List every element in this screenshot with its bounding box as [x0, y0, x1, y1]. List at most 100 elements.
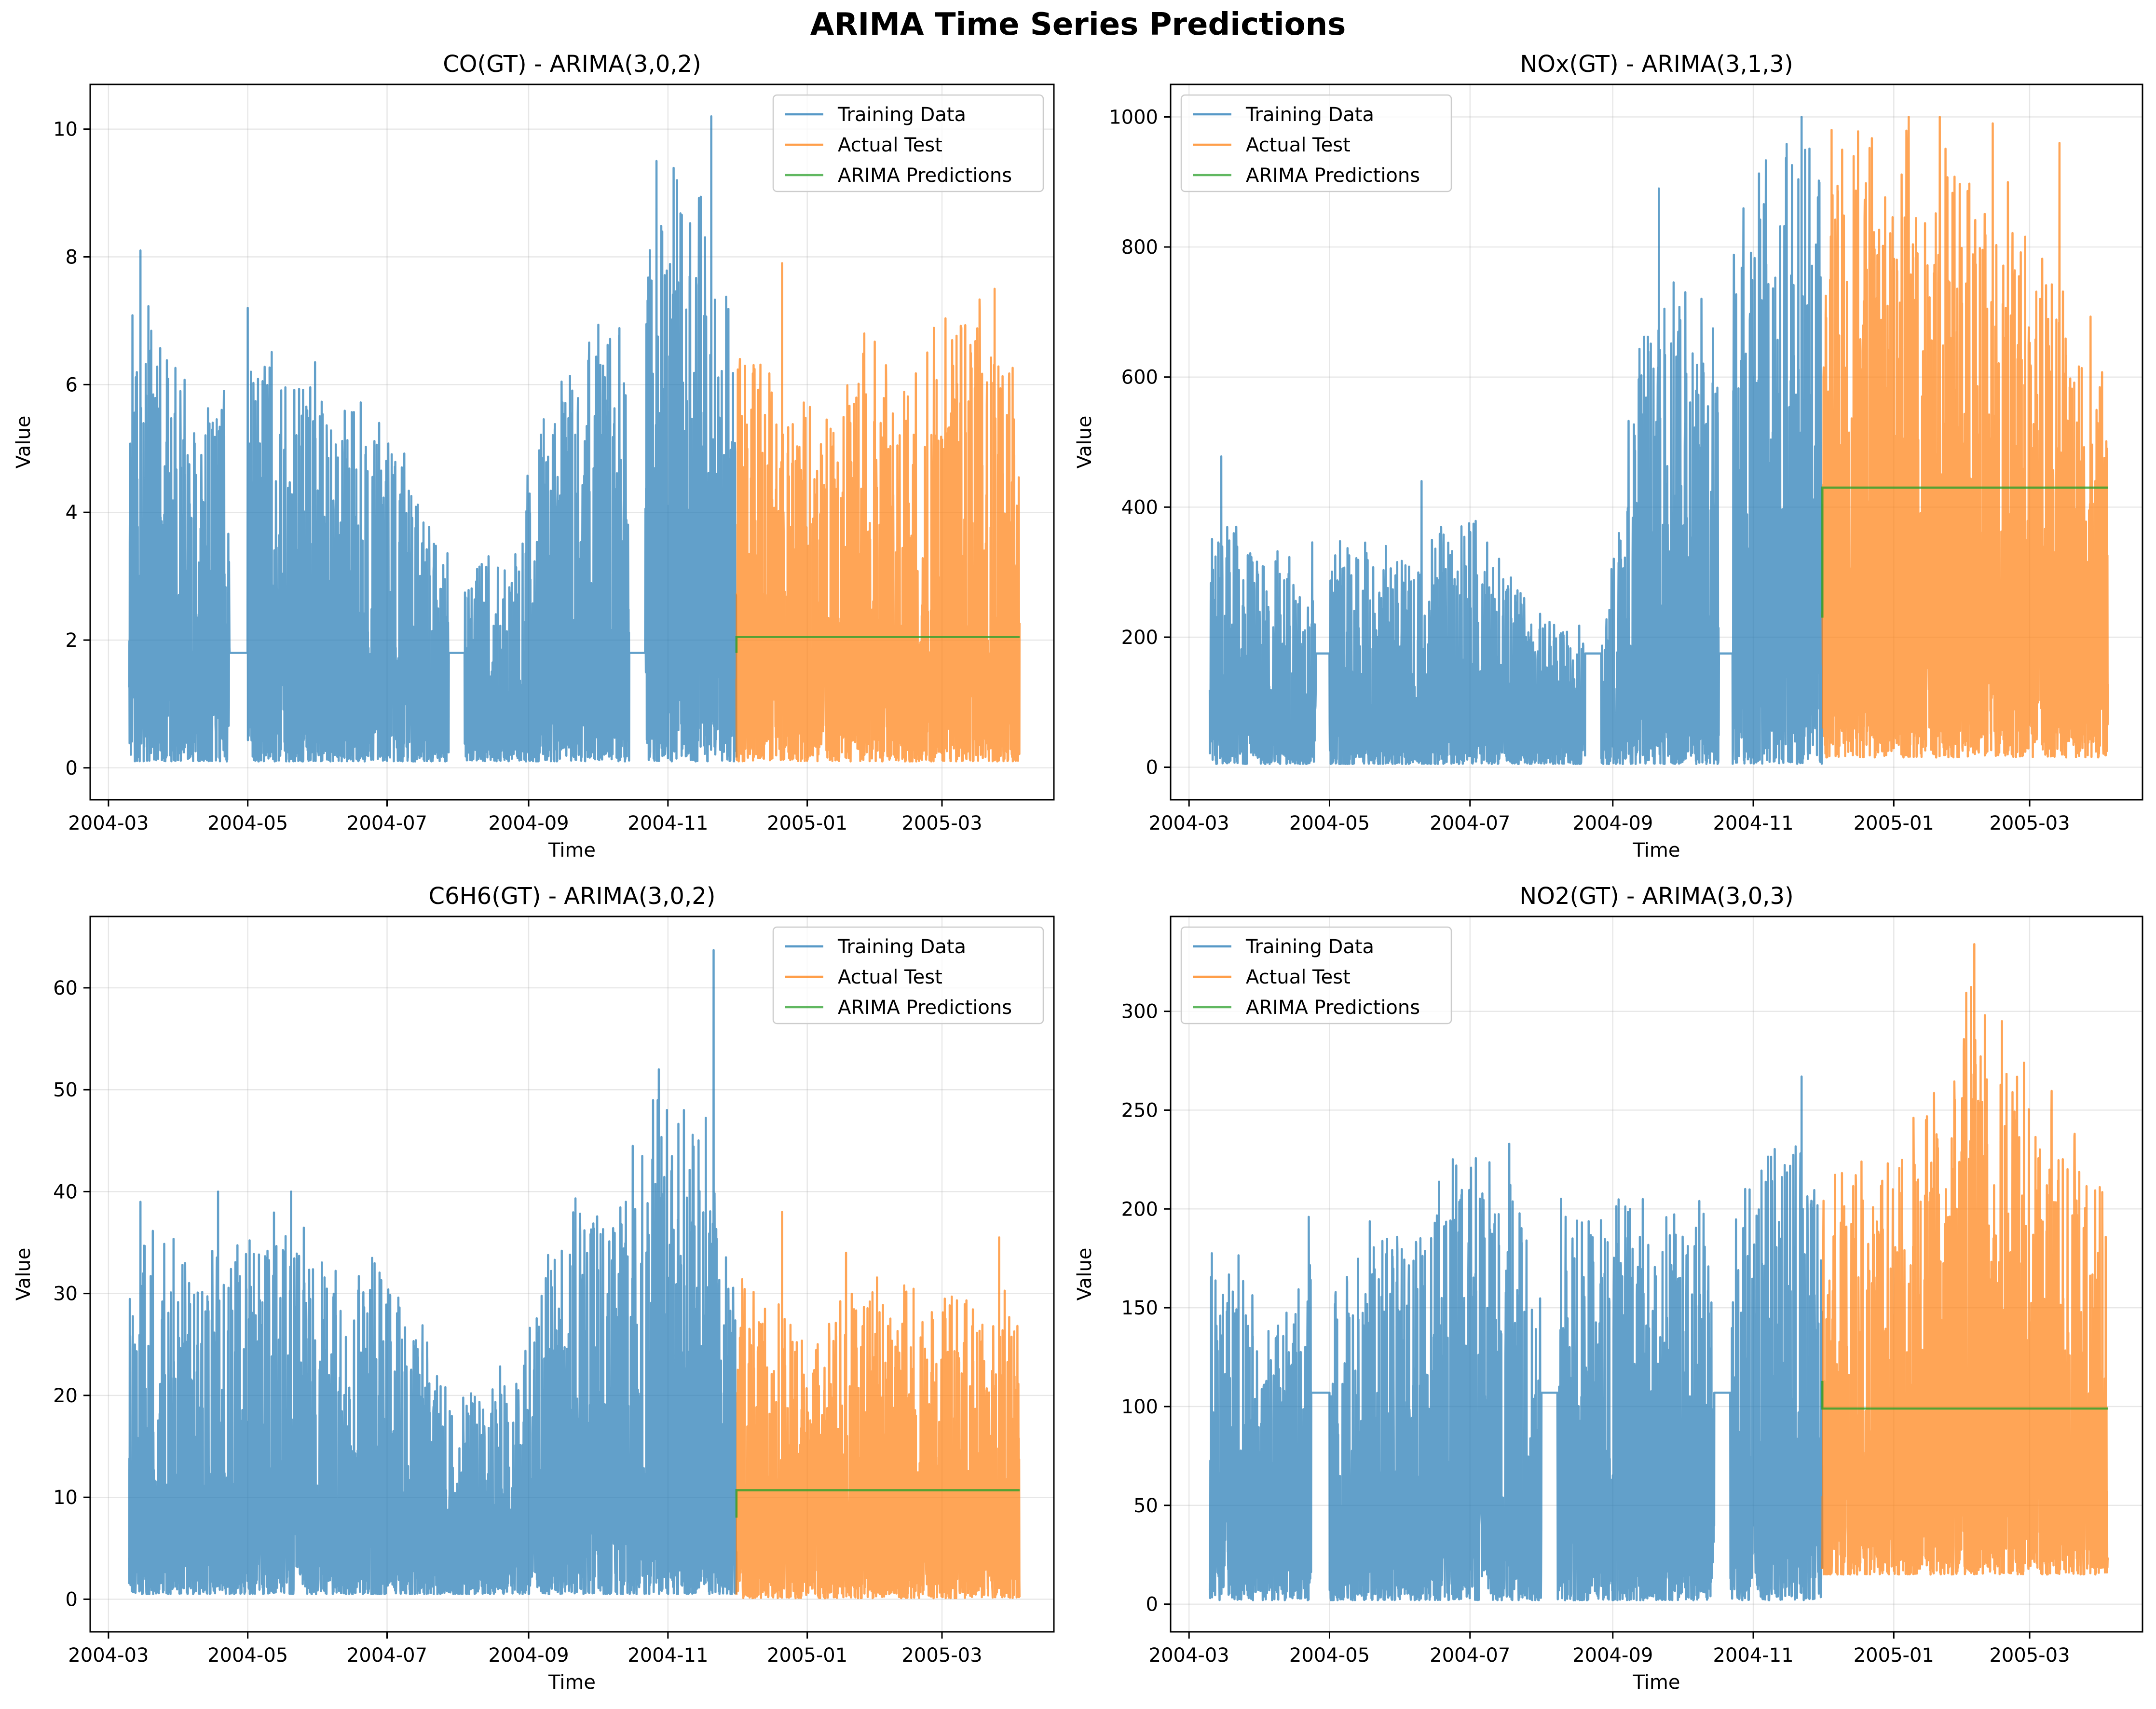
axes-frame [1170, 83, 2143, 801]
legend-training-data: Training Data [1245, 936, 1374, 958]
y-tick-label: 8 [66, 246, 78, 269]
x-tick-label: 2004-11 [1713, 1644, 1793, 1667]
subplot-title: CO(GT) - ARIMA(3,0,2) [443, 51, 701, 78]
legend-box [1180, 94, 1452, 192]
x-axis-label: Time [548, 1671, 596, 1694]
x-tick-label: 2004-03 [68, 1644, 149, 1667]
plot-area [128, 115, 1021, 763]
series-training-data [128, 949, 738, 1596]
legend: Training Data Actual Test ARIMA Prediction… [1180, 926, 1452, 1025]
plot-area [128, 949, 1021, 1600]
y-axis-label: Value [1074, 416, 1096, 469]
x-tick-label: 2004-11 [1713, 812, 1793, 834]
y-axis-label: Value [1074, 1248, 1096, 1301]
x-tick-label: 2004-07 [1430, 1644, 1510, 1667]
y-tick-label: 0 [1146, 757, 1158, 779]
y-tick-label: 10 [53, 1487, 78, 1509]
x-tick-label: 2004-09 [488, 1644, 569, 1667]
series-training-data [1208, 1075, 1824, 1601]
subplot-title: NO2(GT) - ARIMA(3,0,3) [1519, 883, 1794, 910]
y-tick-label: 50 [53, 1079, 78, 1101]
legend-box [772, 94, 1044, 192]
x-tick-label: 2004-05 [1289, 1644, 1370, 1667]
x-tick-label: 2005-03 [901, 812, 982, 834]
legend-box [1180, 926, 1452, 1025]
legend-actual-test: Actual Test [838, 966, 942, 988]
y-tick-label: 200 [1121, 1198, 1158, 1220]
y-tick-label: 800 [1121, 236, 1158, 259]
y-tick-label: 1000 [1109, 106, 1158, 128]
legend-arima-predictions: ARIMA Predictions [1246, 997, 1420, 1019]
series-actual-test [735, 262, 1021, 763]
series-arima-predictions [735, 1489, 1020, 1518]
legend-arima-predictions: ARIMA Predictions [838, 164, 1012, 187]
legend: Training Data Actual Test ARIMA Prediction… [1180, 94, 1452, 192]
y-tick-label: 4 [66, 502, 78, 524]
y-tick-label: 0 [1146, 1594, 1158, 1616]
y-tick-label: 150 [1121, 1297, 1158, 1319]
x-tick-label: 2004-11 [628, 812, 708, 834]
series-actual-test [1821, 943, 2109, 1576]
series-arima-predictions [735, 636, 1020, 653]
series-arima-predictions [1821, 1381, 2108, 1410]
legend: Training Data Actual Test ARIMA Prediction… [772, 94, 1044, 192]
legend-training-data: Training Data [837, 104, 966, 126]
plot-area [1208, 943, 2109, 1601]
y-tick-label: 250 [1121, 1099, 1158, 1121]
y-tick-label: 20 [53, 1385, 78, 1407]
series-actual-test [735, 1211, 1021, 1600]
legend-actual-test: Actual Test [838, 134, 942, 156]
y-tick-label: 400 [1121, 496, 1158, 519]
x-tick-label: 2004-09 [1572, 1644, 1653, 1667]
y-tick-label: 300 [1121, 1001, 1158, 1023]
x-tick-label: 2004-11 [628, 1644, 708, 1667]
x-tick-label: 2005-01 [767, 812, 847, 834]
y-tick-label: 200 [1121, 627, 1158, 649]
y-tick-label: 100 [1121, 1396, 1158, 1418]
x-tick-label: 2005-03 [1989, 1644, 2070, 1667]
legend-training-data: Training Data [837, 936, 966, 958]
y-tick-label: 10 [53, 119, 78, 141]
y-tick-label: 0 [66, 757, 78, 779]
plot-area [1208, 116, 2109, 766]
y-tick-label: 2 [66, 629, 78, 652]
legend-actual-test: Actual Test [1246, 134, 1351, 156]
series-actual-test [1821, 116, 2109, 759]
axes-frame [89, 916, 1055, 1633]
legend: Training Data Actual Test ARIMA Prediction… [772, 926, 1044, 1025]
figure-title: ARIMA Time Series Predictions [810, 7, 1346, 42]
y-tick-label: 50 [1133, 1495, 1158, 1517]
x-axis-label: Time [548, 839, 596, 861]
subplot-2: 2004-03 2004-05 2004-07 2004-09 2004-11 2005-… [1074, 51, 2143, 861]
x-tick-label: 2005-03 [901, 1644, 982, 1667]
series-training-data [128, 115, 738, 763]
x-axis-label: Time [1633, 1671, 1680, 1694]
subplot-title: C6H6(GT) - ARIMA(3,0,2) [429, 883, 716, 910]
x-tick-label: 2004-07 [347, 812, 427, 834]
x-tick-label: 2005-01 [1854, 812, 1934, 834]
x-tick-label: 2004-05 [207, 812, 288, 834]
series-arima-predictions [1821, 486, 2108, 618]
y-tick-label: 6 [66, 374, 78, 396]
y-axis-label: Value [13, 1248, 35, 1301]
x-tick-label: 2005-03 [1989, 812, 2070, 834]
x-tick-label: 2004-03 [1149, 812, 1229, 834]
y-tick-label: 30 [53, 1283, 78, 1305]
x-tick-label: 2004-03 [68, 812, 149, 834]
legend-training-data: Training Data [1245, 104, 1374, 126]
x-tick-label: 2005-01 [767, 1644, 847, 1667]
x-tick-label: 2004-07 [1430, 812, 1510, 834]
y-tick-label: 40 [53, 1181, 78, 1203]
x-axis-label: Time [1633, 839, 1680, 861]
subplot-1: 2004-03 2004-05 2004-07 2004-09 2004-11 2005-… [13, 51, 1055, 861]
x-tick-label: 2004-09 [1572, 812, 1653, 834]
y-tick-label: 60 [53, 977, 78, 999]
x-tick-label: 2004-05 [207, 1644, 288, 1667]
legend-arima-predictions: ARIMA Predictions [1246, 164, 1420, 187]
x-tick-label: 2004-05 [1289, 812, 1370, 834]
legend-box [772, 926, 1044, 1025]
x-tick-label: 2004-07 [347, 1644, 427, 1667]
legend-actual-test: Actual Test [1246, 966, 1351, 988]
axes-frame [1170, 916, 2143, 1633]
